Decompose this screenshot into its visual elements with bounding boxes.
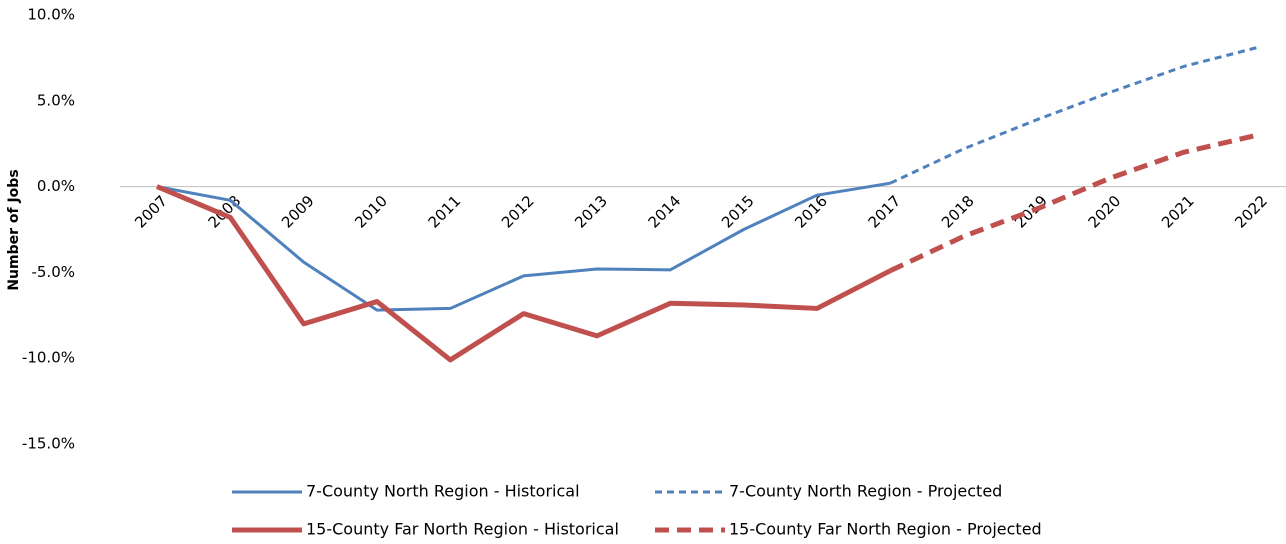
legend-label: 7-County North Region - Projected: [729, 482, 1002, 501]
y-tick-label: 5.0%: [37, 91, 75, 109]
legend-label: 7-County North Region - Historical: [306, 482, 580, 501]
x-tick-label: 2021: [1158, 192, 1198, 232]
series-line: [889, 132, 1258, 273]
y-tick-label: -15.0%: [22, 435, 75, 453]
x-tick-label: 2012: [498, 192, 538, 232]
legend-label: 15-County Far North Region - Historical: [306, 520, 619, 539]
y-axis-label: Number of Jobs: [6, 169, 22, 290]
x-tick-label: 2019: [1011, 192, 1051, 232]
x-tick-label: 2017: [865, 192, 905, 232]
x-tick-label: 2014: [645, 192, 685, 232]
x-tick-label: 2018: [938, 192, 978, 232]
legend-label: 15-County Far North Region - Projected: [729, 520, 1042, 539]
series-line: [156, 184, 892, 363]
x-tick-label: 2010: [351, 192, 391, 232]
x-tick-label: 2011: [425, 192, 465, 232]
x-tick-label: 2022: [1231, 192, 1271, 232]
series-line: [156, 181, 891, 312]
y-tick-label: -5.0%: [31, 263, 75, 281]
y-tick-label: -10.0%: [22, 349, 75, 367]
x-tick-label: 2013: [571, 192, 611, 232]
x-tick-label: 2009: [278, 192, 318, 232]
series-line: [889, 46, 1258, 185]
x-tick-label: 2020: [1085, 192, 1125, 232]
x-tick-label: 2007: [131, 192, 171, 232]
y-tick-label: 10.0%: [27, 6, 75, 24]
y-tick-label: 0.0%: [37, 177, 75, 195]
